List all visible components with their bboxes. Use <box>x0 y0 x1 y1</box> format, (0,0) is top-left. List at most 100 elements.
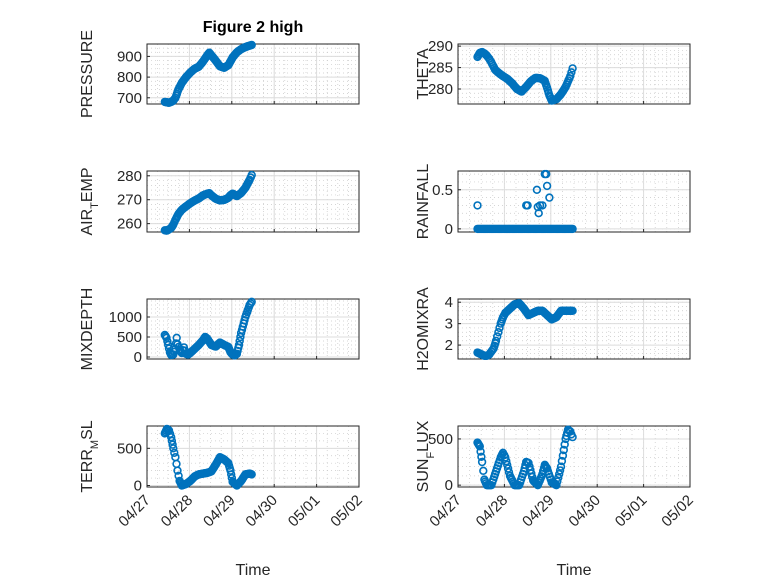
y-tick-label: 0 <box>445 221 453 238</box>
y-tick-label: 270 <box>117 192 142 209</box>
data-point <box>568 306 577 315</box>
subplot-8: 0 500 04/27 04/28 04/29 04/30 05/01 05/02 SUNFLU… <box>415 420 697 579</box>
data-point <box>169 444 178 453</box>
data-point <box>170 448 179 457</box>
x-tick-label: 04/27 <box>426 492 465 531</box>
x-axis-label: Time <box>557 562 592 579</box>
y-tick-label: 285 <box>428 60 453 77</box>
data-point <box>502 456 511 466</box>
data-point <box>172 459 181 469</box>
data-point <box>556 462 566 471</box>
x-tick-label: 04/28 <box>473 492 512 531</box>
data-point <box>542 181 552 191</box>
data-point <box>491 336 501 345</box>
x-axis-label: Time <box>236 562 271 579</box>
data-point <box>568 432 577 442</box>
subplot-3: 260 270 280 AIRTEMP <box>79 167 360 236</box>
y-axis-label: AIRTEMP <box>79 167 101 235</box>
x-tick-label: 04/30 <box>565 492 604 531</box>
data-point <box>555 466 565 475</box>
data-point <box>473 201 482 210</box>
y-tick-label: 1000 <box>109 309 142 326</box>
y-axis-label: PRESSURE <box>79 30 96 118</box>
data-point <box>234 340 244 350</box>
data-point <box>523 201 532 210</box>
y-tick-label: 700 <box>117 90 142 107</box>
y-tick-label: 500 <box>117 440 142 457</box>
data-point <box>567 68 576 77</box>
data-point <box>173 466 182 475</box>
y-tick-label: 260 <box>117 216 142 233</box>
axes-box <box>146 425 360 488</box>
subplot-6: 2 3 4 H2OMIXRA <box>415 287 691 371</box>
y-tick-label: 900 <box>117 48 142 65</box>
x-tick-label: 05/01 <box>612 492 651 531</box>
y-tick-label: 0.5 <box>432 182 453 199</box>
data-point <box>247 40 256 50</box>
data-point <box>479 466 488 475</box>
y-axis-label: THETA <box>415 48 432 100</box>
data-point <box>553 477 562 486</box>
y-tick-label: 290 <box>428 38 453 55</box>
data-point <box>475 442 484 451</box>
x-tick-label: 04/29 <box>200 492 239 531</box>
data-point <box>554 469 564 479</box>
x-tick-label: 05/01 <box>285 492 324 531</box>
data-point <box>557 456 567 466</box>
data-point <box>541 169 551 179</box>
axes-box <box>146 170 360 233</box>
y-tick-label: 800 <box>117 69 142 86</box>
x-tick-label: 04/27 <box>115 492 154 531</box>
data-point <box>226 466 235 475</box>
y-axis-label: SUNFLUX <box>415 420 437 492</box>
data-point <box>235 336 244 346</box>
data-point <box>247 297 256 306</box>
x-tick-label: 04/30 <box>242 492 281 531</box>
data-point <box>560 440 569 449</box>
x-tick-label: 04/29 <box>519 492 558 531</box>
data-point <box>493 332 502 341</box>
data-point <box>171 453 180 462</box>
x-tick-label: 05/02 <box>327 492 366 531</box>
data-point <box>167 436 177 446</box>
y-tick-label: 3 <box>445 316 453 333</box>
y-tick-label: 4 <box>445 294 453 311</box>
x-tick-label: 05/02 <box>658 492 697 531</box>
data-point <box>247 470 256 479</box>
axes-box <box>457 170 691 233</box>
data-point <box>532 185 542 195</box>
subplot-7: 0 500 04/27 04/28 04/29 04/30 05/01 05/02 TERRMS… <box>79 420 366 579</box>
data-point <box>566 71 575 81</box>
y-axis-label: TERRMSL <box>79 420 101 492</box>
y-tick-label: 280 <box>428 81 453 98</box>
data-point <box>552 481 561 490</box>
subplot-1: 700 800 900 PRESSURE Figure 2 high <box>79 19 360 118</box>
y-tick-label: 0 <box>134 349 142 366</box>
axes-box <box>457 43 691 105</box>
data-point <box>553 473 563 482</box>
data-point <box>494 328 503 337</box>
data-point <box>476 447 485 456</box>
data-point <box>559 445 568 455</box>
y-tick-label: 2 <box>445 337 453 354</box>
data-point <box>247 170 256 180</box>
data-point <box>227 470 236 479</box>
x-tick-label: 04/28 <box>158 492 197 531</box>
data-point <box>534 209 543 218</box>
data-point <box>568 64 577 73</box>
y-axis-label: MIXDEPTH <box>79 288 96 371</box>
data-point <box>503 460 512 469</box>
y-tick-label: 0 <box>134 478 142 495</box>
y-axis-label: H2OMIXRA <box>415 287 432 371</box>
data-point <box>568 224 577 234</box>
data-point <box>538 201 547 210</box>
data-point <box>168 440 177 449</box>
y-tick-label: 500 <box>428 431 453 448</box>
data-point <box>545 193 554 202</box>
axes-box <box>457 298 691 360</box>
data-point <box>501 453 510 462</box>
y-axis-label: RAINFALL <box>415 164 432 240</box>
y-tick-label: 0 <box>445 477 453 494</box>
